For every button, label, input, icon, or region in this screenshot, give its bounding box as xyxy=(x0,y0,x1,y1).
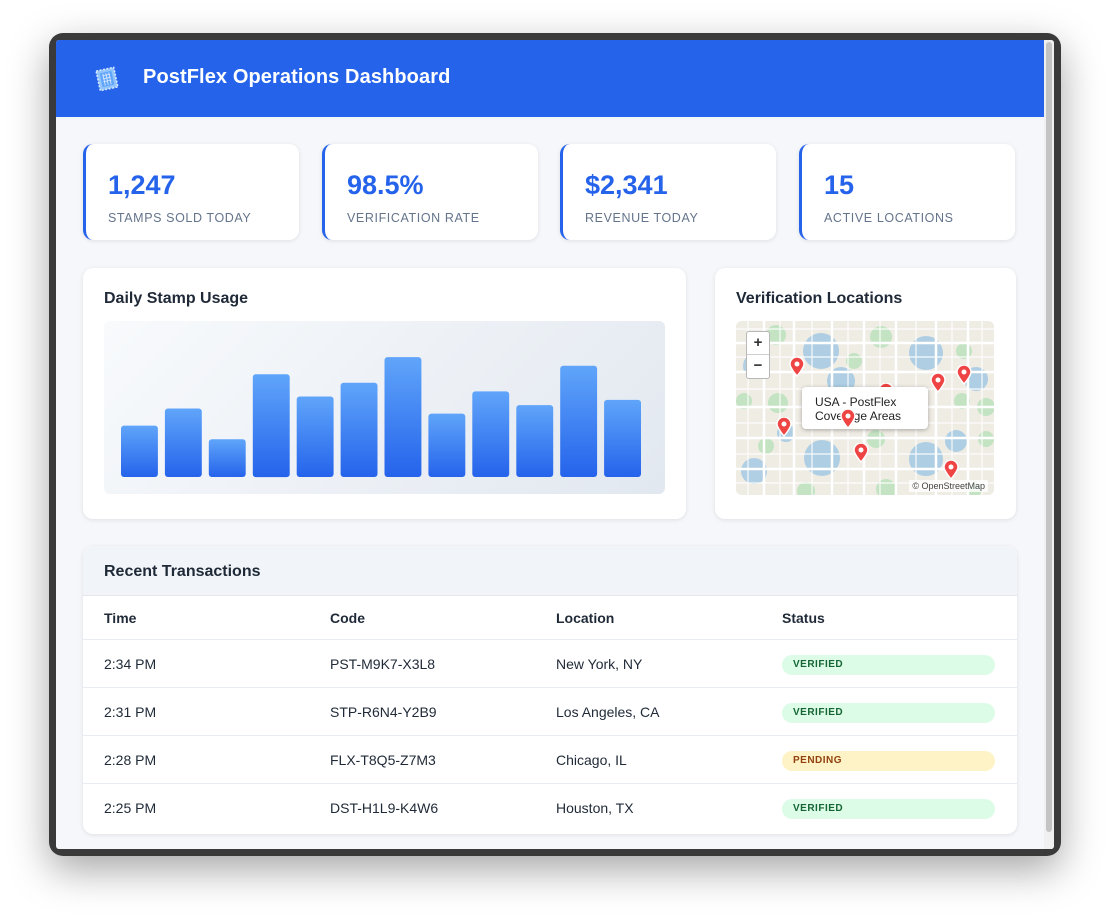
usage-bar xyxy=(604,399,641,477)
map-marker-icon[interactable] xyxy=(840,409,856,429)
map-panel: Verification Locations xyxy=(715,268,1016,519)
table-row: 2:25 PM DST-H1L9-K4W6 Houston, TX VERIFI… xyxy=(83,784,1017,832)
usage-chart-panel: Daily Stamp Usage xyxy=(83,268,686,519)
transactions-panel: Recent Transactions Time Code Location S… xyxy=(83,546,1017,834)
transaction-code: PST-M9K7-X3L8 xyxy=(330,656,436,672)
transaction-location: Chicago, IL xyxy=(556,752,627,768)
transaction-time: 2:34 PM xyxy=(104,656,157,672)
page-title: PostFlex Operations Dashboard xyxy=(143,66,451,88)
usage-bar xyxy=(516,405,554,477)
column-header-time: Time xyxy=(104,610,137,626)
map-attribution[interactable]: © OpenStreetMap xyxy=(909,480,988,492)
transaction-code: FLX-T8Q5-Z7M3 xyxy=(330,752,436,768)
stamp-logo-icon xyxy=(95,66,119,92)
transaction-location: Houston, TX xyxy=(556,800,634,816)
stat-card-stamps-sold: 1,247 STAMPS SOLD TODAY xyxy=(83,144,299,240)
map-popup-line-1: USA - PostFlex xyxy=(815,395,897,409)
transaction-time: 2:31 PM xyxy=(104,704,157,720)
stat-value: 15 xyxy=(824,170,855,200)
column-header-status: Status xyxy=(782,610,825,626)
stat-value: 98.5% xyxy=(347,170,424,200)
map-marker-icon[interactable] xyxy=(776,417,792,437)
zoom-out-button[interactable]: − xyxy=(753,357,763,374)
usage-chart-title: Daily Stamp Usage xyxy=(104,290,249,307)
stat-card-verification-rate: 98.5% VERIFICATION RATE xyxy=(322,144,538,240)
stat-label: REVENUE TODAY xyxy=(585,211,699,225)
map-zoom-control: + − xyxy=(746,331,770,379)
table-row: 2:31 PM STP-R6N4-Y2B9 Los Angeles, CA VE… xyxy=(83,688,1017,736)
transaction-time: 2:28 PM xyxy=(104,752,157,768)
stat-label: ACTIVE LOCATIONS xyxy=(824,211,954,225)
usage-bar xyxy=(340,382,378,477)
vertical-scrollbar[interactable] xyxy=(1044,40,1054,849)
stat-card-active-locations: 15 ACTIVE LOCATIONS xyxy=(799,144,1015,240)
transaction-location: Los Angeles, CA xyxy=(556,704,660,720)
status-badge: PENDING xyxy=(782,751,995,771)
map-popup-line-2: Coverage Areas xyxy=(815,409,902,423)
table-header-row: Time Code Location Status xyxy=(83,595,1017,640)
transaction-code: DST-H1L9-K4W6 xyxy=(330,800,439,816)
stat-label: STAMPS SOLD TODAY xyxy=(108,211,252,225)
transactions-header: Recent Transactions xyxy=(83,546,1017,596)
table-row: 2:28 PM FLX-T8Q5-Z7M3 Chicago, IL PENDIN… xyxy=(83,736,1017,784)
usage-bar xyxy=(121,425,158,477)
status-badge: VERIFIED xyxy=(782,655,995,675)
map-marker-icon[interactable] xyxy=(956,365,972,385)
column-header-location: Location xyxy=(556,610,615,626)
transaction-time: 2:25 PM xyxy=(104,800,157,816)
map-popup: USA - PostFlex Coverage Areas xyxy=(802,387,928,429)
map-marker-icon[interactable] xyxy=(930,373,946,393)
usage-chart-svg xyxy=(121,357,641,478)
map-marker-icon[interactable] xyxy=(853,443,869,463)
verification-map[interactable]: USA - PostFlex Coverage Areas + − © Open… xyxy=(736,321,994,495)
usage-bar xyxy=(472,391,510,477)
zoom-in-button[interactable]: + xyxy=(747,332,769,355)
usage-bar xyxy=(428,413,466,477)
status-badge: VERIFIED xyxy=(782,703,995,723)
map-title: Verification Locations xyxy=(736,290,903,307)
stat-value: 1,247 xyxy=(108,170,176,200)
transaction-code: STP-R6N4-Y2B9 xyxy=(330,704,437,720)
stat-card-revenue: $2,341 REVENUE TODAY xyxy=(560,144,776,240)
table-row: 2:34 PM PST-M9K7-X3L8 New York, NY VERIF… xyxy=(83,640,1017,688)
usage-chart xyxy=(104,321,665,494)
column-header-code: Code xyxy=(330,610,365,626)
stat-label: VERIFICATION RATE xyxy=(347,211,480,225)
transactions-title: Recent Transactions xyxy=(104,563,261,580)
usage-bar xyxy=(252,374,290,478)
dashboard-screen: PostFlex Operations Dashboard 1,247 STAM… xyxy=(56,40,1054,849)
usage-bar xyxy=(560,365,598,477)
stat-value: $2,341 xyxy=(585,170,668,200)
app-header: PostFlex Operations Dashboard xyxy=(56,40,1044,117)
usage-bar xyxy=(384,357,422,477)
map-marker-icon[interactable] xyxy=(789,357,805,377)
usage-bar xyxy=(164,408,202,477)
status-badge: VERIFIED xyxy=(782,799,995,819)
usage-bar xyxy=(296,396,334,477)
transaction-location: New York, NY xyxy=(556,656,643,672)
map-marker-icon[interactable] xyxy=(943,460,959,480)
usage-bar xyxy=(208,439,246,477)
scrollbar-thumb[interactable] xyxy=(1046,42,1052,832)
